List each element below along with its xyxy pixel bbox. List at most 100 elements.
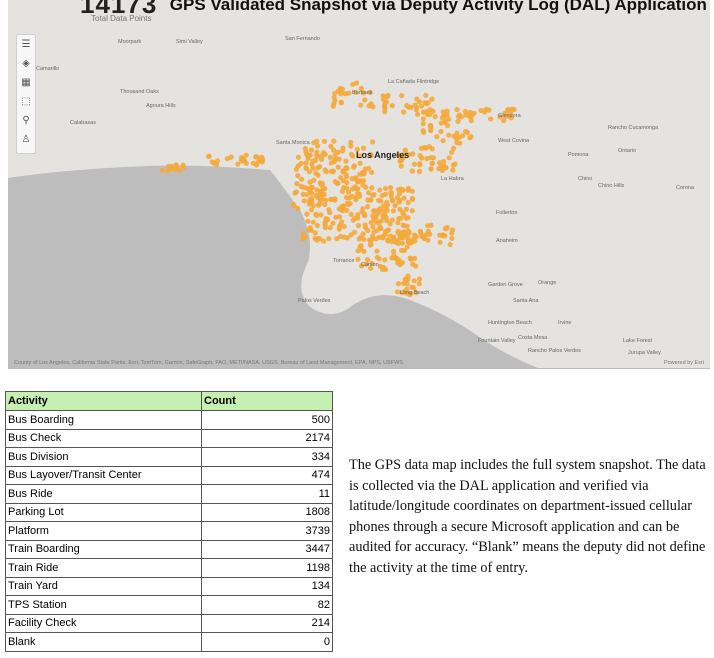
gps-point[interactable] bbox=[315, 143, 321, 149]
gps-point[interactable] bbox=[316, 202, 322, 208]
gps-point[interactable] bbox=[317, 164, 323, 170]
gps-point[interactable] bbox=[307, 188, 313, 194]
gps-point[interactable] bbox=[330, 103, 336, 109]
gps-point[interactable] bbox=[508, 115, 514, 121]
gps-point[interactable] bbox=[371, 208, 377, 214]
gps-point[interactable] bbox=[304, 211, 310, 217]
gps-point[interactable] bbox=[468, 134, 474, 140]
gps-point[interactable] bbox=[348, 139, 354, 145]
gps-point[interactable] bbox=[420, 116, 426, 122]
gps-point[interactable] bbox=[338, 233, 344, 239]
gps-point[interactable] bbox=[427, 107, 433, 113]
gps-point[interactable] bbox=[360, 90, 367, 96]
gps-point[interactable] bbox=[331, 94, 337, 100]
gps-point[interactable] bbox=[388, 190, 395, 196]
gps-point[interactable] bbox=[398, 163, 404, 169]
gps-point[interactable] bbox=[365, 204, 371, 210]
gps-point[interactable] bbox=[338, 91, 344, 97]
gps-point[interactable] bbox=[311, 140, 317, 146]
gps-point[interactable] bbox=[340, 168, 346, 174]
gps-point[interactable] bbox=[407, 292, 413, 298]
gps-point[interactable] bbox=[438, 120, 444, 126]
gps-point[interactable] bbox=[295, 173, 301, 179]
gps-point[interactable] bbox=[309, 195, 315, 201]
gps-point[interactable] bbox=[446, 155, 452, 161]
gps-point[interactable] bbox=[399, 240, 405, 246]
gps-point[interactable] bbox=[416, 168, 423, 174]
gps-point[interactable] bbox=[351, 229, 358, 235]
gps-point[interactable] bbox=[409, 168, 415, 174]
gps-point[interactable] bbox=[361, 248, 367, 255]
gps-point[interactable] bbox=[411, 278, 417, 284]
gps-point[interactable] bbox=[349, 193, 355, 199]
gps-point[interactable] bbox=[314, 237, 320, 243]
gps-point[interactable] bbox=[206, 153, 212, 159]
gps-point[interactable] bbox=[354, 146, 360, 152]
gps-point[interactable] bbox=[363, 261, 369, 267]
gps-point[interactable] bbox=[300, 191, 306, 197]
gps-point[interactable] bbox=[395, 220, 401, 226]
gps-point[interactable] bbox=[396, 199, 402, 205]
gps-point[interactable] bbox=[397, 206, 403, 212]
gps-point[interactable] bbox=[444, 108, 450, 114]
gps-point[interactable] bbox=[424, 156, 430, 162]
gps-point[interactable] bbox=[211, 160, 217, 166]
gps-point[interactable] bbox=[407, 240, 413, 246]
gps-point[interactable] bbox=[345, 189, 352, 195]
gps-point[interactable] bbox=[471, 110, 477, 116]
gps-point[interactable] bbox=[354, 80, 360, 86]
gps-point[interactable] bbox=[405, 199, 411, 206]
gps-point[interactable] bbox=[305, 218, 311, 224]
gps-point[interactable] bbox=[449, 230, 455, 236]
gps-point[interactable] bbox=[353, 197, 359, 203]
gps-point[interactable] bbox=[327, 210, 333, 216]
gps-point[interactable] bbox=[409, 208, 415, 214]
gps-point[interactable] bbox=[303, 185, 309, 191]
gps-point[interactable] bbox=[332, 179, 338, 185]
gps-point[interactable] bbox=[295, 154, 301, 160]
gps-point[interactable] bbox=[322, 201, 328, 208]
gps-point[interactable] bbox=[426, 144, 432, 150]
gps-point[interactable] bbox=[315, 172, 321, 178]
gps-point[interactable] bbox=[389, 217, 395, 223]
gps-point[interactable] bbox=[301, 198, 307, 204]
gps-point[interactable] bbox=[396, 215, 402, 222]
gps-point[interactable] bbox=[437, 239, 443, 245]
gps-point[interactable] bbox=[427, 231, 433, 237]
gps-point[interactable] bbox=[382, 109, 388, 115]
gps-point[interactable] bbox=[420, 109, 426, 115]
grid-icon[interactable]: ▦ bbox=[21, 77, 31, 88]
gps-point[interactable] bbox=[463, 128, 469, 135]
gps-point[interactable] bbox=[295, 205, 301, 211]
gps-point[interactable] bbox=[228, 154, 234, 160]
gps-point[interactable] bbox=[348, 143, 354, 149]
gps-point[interactable] bbox=[319, 181, 326, 187]
gps-point[interactable] bbox=[405, 276, 411, 282]
gps-point[interactable] bbox=[360, 170, 366, 176]
gps-point[interactable] bbox=[358, 234, 364, 240]
gps-point[interactable] bbox=[365, 227, 371, 234]
gps-point[interactable] bbox=[411, 161, 418, 167]
gps-point[interactable] bbox=[383, 185, 389, 192]
gps-point[interactable] bbox=[397, 262, 403, 268]
gps-point[interactable] bbox=[382, 231, 389, 237]
gps-point[interactable] bbox=[416, 281, 422, 287]
gps-point[interactable] bbox=[358, 243, 364, 249]
gps-point[interactable] bbox=[389, 103, 395, 109]
gps-point[interactable] bbox=[165, 168, 171, 174]
gps-point[interactable] bbox=[332, 90, 338, 96]
gps-point[interactable] bbox=[395, 152, 401, 158]
gps-point[interactable] bbox=[393, 255, 399, 261]
gps-point[interactable] bbox=[379, 234, 385, 240]
gps-point[interactable] bbox=[369, 169, 375, 175]
gps-point[interactable] bbox=[388, 194, 394, 200]
gps-point[interactable] bbox=[305, 153, 311, 159]
gps-point[interactable] bbox=[403, 206, 409, 212]
gps-point[interactable] bbox=[387, 221, 393, 227]
gps-point[interactable] bbox=[317, 192, 323, 198]
gps-point[interactable] bbox=[328, 168, 334, 174]
gps-point[interactable] bbox=[405, 215, 411, 221]
gps-point[interactable] bbox=[359, 263, 365, 269]
gps-point[interactable] bbox=[409, 195, 415, 202]
gps-point[interactable] bbox=[501, 117, 507, 124]
